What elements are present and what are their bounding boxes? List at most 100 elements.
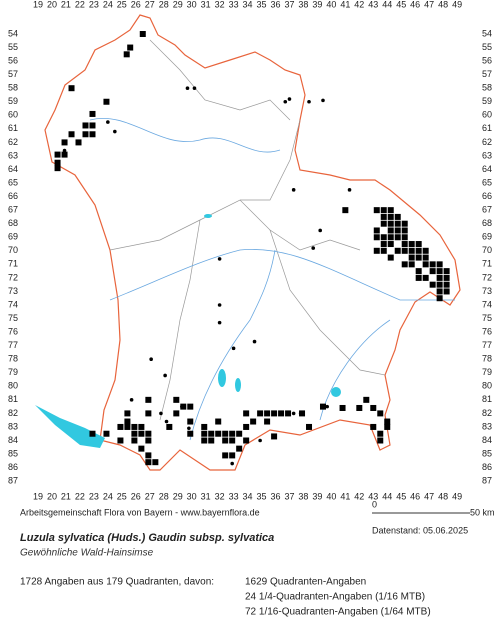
column-label: 23 bbox=[89, 0, 99, 9]
record-square bbox=[319, 403, 326, 410]
column-label: 49 bbox=[452, 491, 462, 501]
record-square bbox=[187, 418, 194, 425]
column-label: 24 bbox=[103, 0, 113, 9]
record-square bbox=[380, 213, 387, 220]
record-square bbox=[429, 268, 436, 275]
record-dot bbox=[187, 426, 191, 431]
row-label: 71 bbox=[8, 259, 18, 269]
record-dot bbox=[298, 411, 303, 416]
row-label: 84 bbox=[8, 435, 18, 445]
record-square bbox=[166, 423, 173, 430]
record-square bbox=[436, 295, 443, 302]
record-square bbox=[123, 51, 130, 58]
record-square bbox=[436, 288, 443, 295]
river bbox=[89, 118, 281, 153]
detail: 24 1/4-Quadranten-Angaben (1/16 MTB) bbox=[245, 592, 425, 603]
row-label: 77 bbox=[8, 340, 18, 350]
record-square bbox=[422, 247, 429, 254]
row-label: 69 bbox=[482, 232, 492, 242]
record-square bbox=[75, 139, 82, 146]
record-dot bbox=[164, 419, 169, 424]
column-label: 44 bbox=[382, 0, 392, 9]
column-label: 37 bbox=[284, 0, 294, 9]
row-label: 85 bbox=[8, 448, 18, 458]
record-square bbox=[124, 418, 131, 425]
record-square bbox=[138, 423, 145, 430]
record-square bbox=[264, 410, 271, 417]
record-square bbox=[380, 247, 387, 254]
record-square bbox=[443, 288, 450, 295]
column-label: 27 bbox=[145, 491, 155, 501]
record-square bbox=[436, 261, 443, 268]
record-square bbox=[208, 430, 215, 437]
record-square bbox=[222, 430, 229, 437]
column-label: 26 bbox=[131, 491, 141, 501]
row-label: 87 bbox=[8, 476, 18, 486]
record-square bbox=[380, 241, 387, 248]
row-label: 80 bbox=[482, 381, 492, 391]
district-border bbox=[269, 229, 386, 376]
column-label: 34 bbox=[243, 491, 253, 501]
column-label: 34 bbox=[243, 0, 253, 9]
row-label: 61 bbox=[482, 123, 492, 133]
row-label: 60 bbox=[482, 110, 492, 120]
record-square bbox=[394, 213, 401, 220]
row-label: 85 bbox=[482, 448, 492, 458]
record-dot bbox=[163, 373, 167, 378]
record-dot bbox=[149, 357, 153, 362]
record-square bbox=[394, 220, 401, 227]
record-square bbox=[54, 151, 61, 158]
record-square bbox=[436, 281, 443, 288]
row-label: 59 bbox=[8, 96, 18, 106]
subtitle: Gewöhnliche Wald-Hainsimse bbox=[20, 548, 154, 559]
record-square bbox=[387, 213, 394, 220]
row-label: 70 bbox=[482, 245, 492, 255]
record-square bbox=[264, 418, 271, 425]
record-square bbox=[387, 227, 394, 234]
record-square bbox=[380, 220, 387, 227]
row-label: 68 bbox=[8, 218, 18, 228]
record-square bbox=[443, 281, 450, 288]
record-square bbox=[363, 396, 370, 403]
row-label: 57 bbox=[8, 69, 18, 79]
district-border bbox=[149, 39, 291, 121]
record-square bbox=[236, 445, 243, 452]
record-dot bbox=[347, 188, 352, 192]
record-square bbox=[68, 85, 75, 92]
record-square bbox=[131, 430, 138, 437]
credit: Arbeitsgemeinschaft Flora von Bayern - w… bbox=[20, 507, 260, 517]
record-square bbox=[222, 437, 229, 444]
detail: 72 1/16-Quadranten-Angaben (1/64 MTB) bbox=[245, 607, 431, 618]
record-square bbox=[89, 131, 96, 138]
record-square bbox=[377, 437, 384, 444]
column-label: 47 bbox=[424, 0, 434, 9]
lake bbox=[235, 378, 241, 392]
row-label: 69 bbox=[8, 232, 18, 242]
row-label: 62 bbox=[8, 137, 18, 147]
row-label: 68 bbox=[482, 218, 492, 228]
record-square bbox=[339, 404, 346, 411]
detail: 1629 Quadranten-Angaben bbox=[245, 577, 366, 588]
district-border bbox=[240, 119, 301, 201]
column-label: 46 bbox=[410, 0, 420, 9]
record-dot bbox=[307, 99, 311, 104]
row-label: 73 bbox=[8, 286, 18, 296]
record-square bbox=[443, 274, 450, 281]
record-square bbox=[401, 241, 408, 248]
lakes bbox=[35, 214, 341, 448]
row-label: 81 bbox=[8, 394, 18, 404]
column-label: 38 bbox=[298, 0, 308, 9]
date: Datenstand: 05.06.2025 bbox=[372, 525, 468, 535]
column-label: 39 bbox=[312, 0, 322, 9]
record-square bbox=[370, 423, 377, 430]
record-square bbox=[152, 459, 159, 466]
record-square bbox=[117, 423, 124, 430]
record-square bbox=[422, 274, 429, 281]
record-dot bbox=[185, 86, 190, 90]
record-square bbox=[145, 396, 152, 403]
record-square bbox=[145, 437, 152, 444]
column-label: 19 bbox=[33, 491, 43, 501]
row-label: 82 bbox=[8, 408, 18, 418]
record-square bbox=[89, 122, 96, 129]
record-square bbox=[408, 247, 415, 254]
